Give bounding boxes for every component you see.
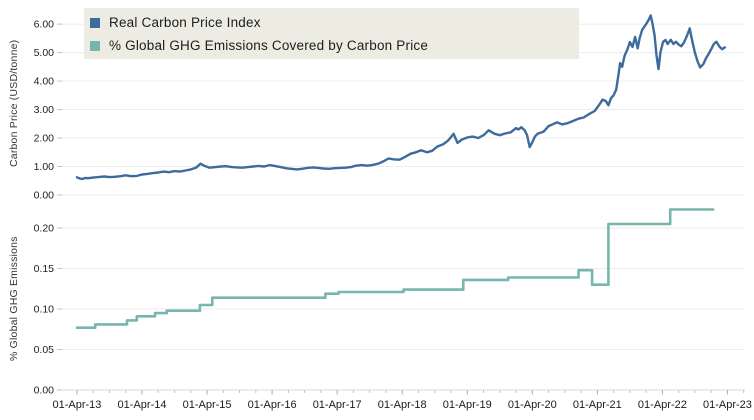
svg-text:0.20: 0.20 xyxy=(34,223,55,235)
x-tick-label: 01-Apr-15 xyxy=(183,399,232,411)
legend-label-coverage: % Global GHG Emissions Covered by Carbon… xyxy=(109,38,429,53)
x-tick-label: 01-Apr-14 xyxy=(118,399,167,411)
price-y-axis-title: Carbon Price (USD/tonne) xyxy=(8,39,20,167)
svg-text:0.10: 0.10 xyxy=(34,304,55,316)
svg-text:0.15: 0.15 xyxy=(34,263,55,275)
svg-text:6.00: 6.00 xyxy=(34,19,55,31)
svg-text:0.00: 0.00 xyxy=(34,190,55,202)
legend-item-coverage: % Global GHG Emissions Covered by Carbon… xyxy=(90,34,579,57)
coverage-series-swatch-icon xyxy=(90,40,100,51)
x-tick-label: 01-Apr-23 xyxy=(703,399,752,411)
svg-text:3.00: 3.00 xyxy=(34,104,55,116)
x-tick-label: 01-Apr-21 xyxy=(573,399,622,411)
x-tick-label: 01-Apr-13 xyxy=(53,399,102,411)
legend-item-price: Real Carbon Price Index xyxy=(90,11,579,34)
legend-label-price: Real Carbon Price Index xyxy=(109,15,261,30)
legend: Real Carbon Price Index % Global GHG Emi… xyxy=(84,8,579,59)
svg-text:5.00: 5.00 xyxy=(34,47,55,59)
svg-text:4.00: 4.00 xyxy=(34,76,55,88)
x-tick-label: 01-Apr-19 xyxy=(443,399,492,411)
svg-text:2.00: 2.00 xyxy=(34,133,55,145)
svg-text:0.00: 0.00 xyxy=(34,385,55,397)
x-tick-label: 01-Apr-16 xyxy=(248,399,297,411)
x-tick-label: 01-Apr-22 xyxy=(638,399,687,411)
x-tick-label: 01-Apr-17 xyxy=(313,399,362,411)
coverage-y-axis-title: % Global GHG Emissions xyxy=(8,236,20,362)
price-series-swatch-icon xyxy=(90,17,100,28)
svg-text:0.05: 0.05 xyxy=(34,344,55,356)
x-tick-label: 01-Apr-20 xyxy=(508,399,557,411)
svg-text:1.00: 1.00 xyxy=(34,161,55,173)
x-tick-label: 01-Apr-18 xyxy=(378,399,427,411)
